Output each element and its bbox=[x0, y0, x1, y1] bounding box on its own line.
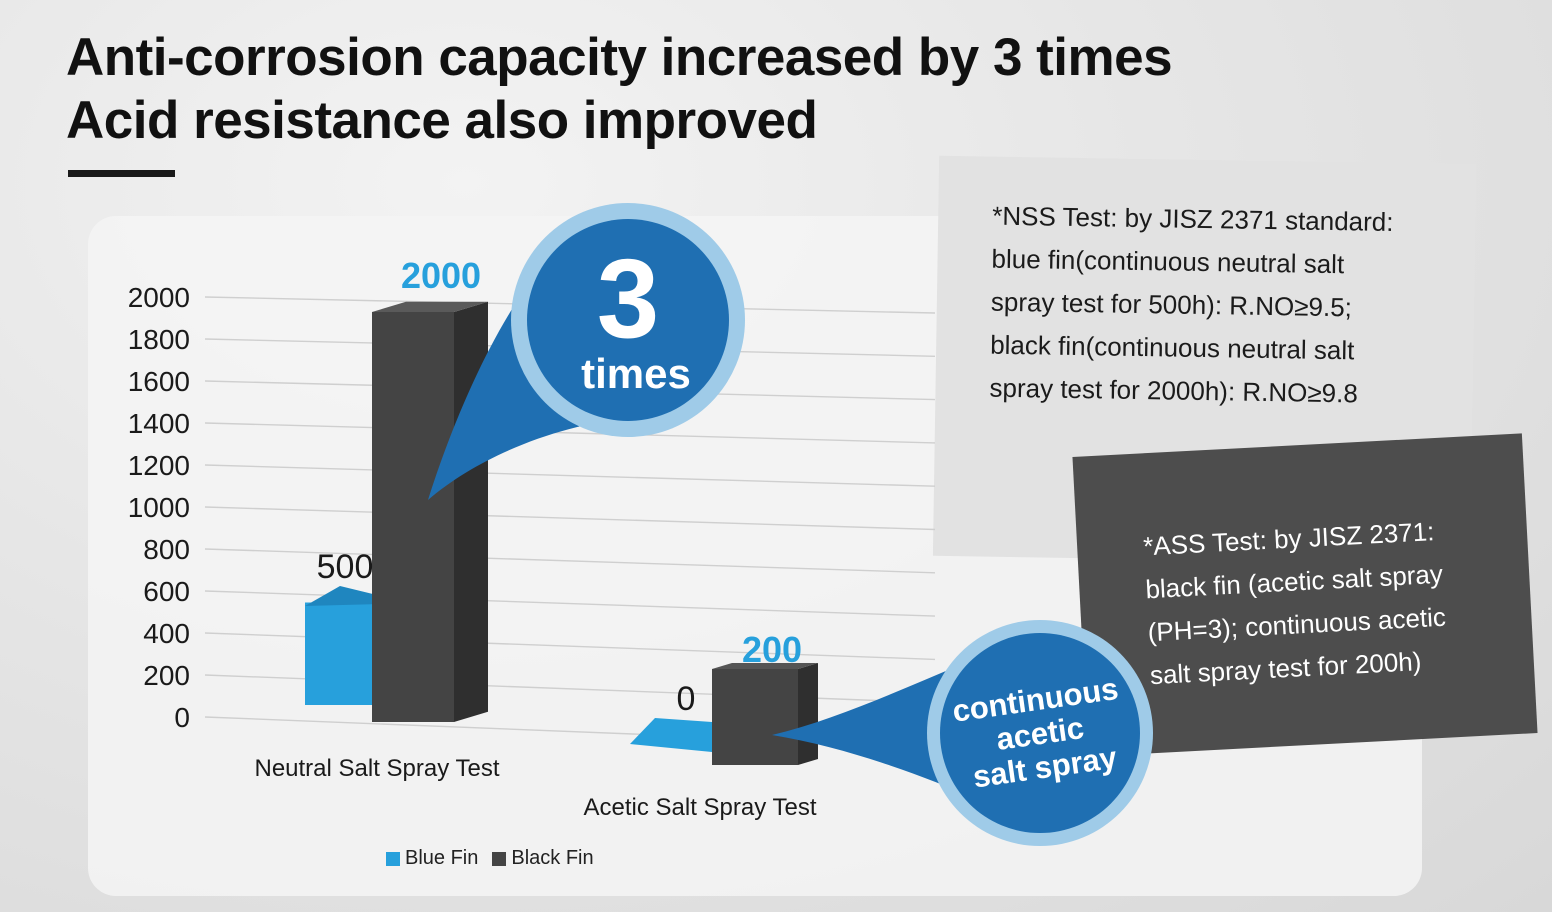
data-label-blue-neutral: 500 bbox=[317, 548, 374, 586]
bar-black-acetic-side bbox=[798, 663, 818, 765]
big-callout-number: 3 bbox=[597, 236, 659, 361]
y-tick-label: 800 bbox=[143, 534, 190, 565]
gridline bbox=[204, 464, 936, 487]
legend-label: Blue Fin bbox=[405, 847, 479, 869]
x-category-label: Neutral Salt Spray Test bbox=[254, 755, 499, 782]
gridline bbox=[204, 506, 936, 531]
gridline bbox=[204, 422, 936, 444]
y-axis: 0 200 400 600 800 1000 1200 1400 1600 1800 2000 bbox=[128, 282, 190, 733]
y-tick-label: 1200 bbox=[128, 450, 190, 481]
y-tick-label: 1400 bbox=[128, 408, 190, 439]
small-callout-disc bbox=[940, 633, 1140, 833]
y-tick-label: 1000 bbox=[128, 492, 190, 523]
chart-legend: Blue Fin Black Fin bbox=[386, 847, 594, 870]
bar-blue-neutral bbox=[305, 602, 381, 705]
small-callout-tail bbox=[772, 665, 980, 800]
legend-item-blue-fin: Blue Fin bbox=[386, 847, 478, 870]
chart-callouts: 3 times continuous acetic salt spray bbox=[428, 203, 1153, 846]
y-tick-label: 0 bbox=[174, 702, 190, 733]
gridline bbox=[204, 548, 936, 574]
data-label-black-acetic: 200 bbox=[742, 629, 802, 670]
y-tick-label: 200 bbox=[143, 660, 190, 691]
y-tick-label: 2000 bbox=[128, 282, 190, 313]
legend-item-black-fin: Black Fin bbox=[492, 847, 594, 870]
black-fin-swatch bbox=[492, 851, 507, 866]
big-callout-tail bbox=[428, 262, 628, 500]
bar-blue-neutral-front bbox=[305, 602, 381, 705]
bar-black-neutral-front bbox=[372, 312, 454, 722]
bar-black-neutral bbox=[372, 301, 488, 722]
big-callout-word: times bbox=[581, 350, 691, 397]
data-label-blue-acetic: 0 bbox=[677, 680, 696, 718]
bar-black-neutral-top bbox=[372, 301, 488, 312]
bar-blue-acetic bbox=[630, 718, 712, 752]
chart-bars: 500 2000 0 200 Neutral Salt Spray Test Acetic… bbox=[254, 255, 818, 821]
x-category-label: Acetic Salt Spray Test bbox=[584, 794, 817, 821]
title-line-1: Anti-corrosion capacity increased by 3 t… bbox=[66, 28, 1173, 87]
title-line-2: Acid resistance also improved bbox=[66, 91, 818, 150]
data-label-black-neutral: 2000 bbox=[401, 255, 481, 296]
y-tick-label: 1800 bbox=[128, 324, 190, 355]
blue-fin-swatch bbox=[386, 851, 400, 866]
bar-black-acetic bbox=[712, 663, 818, 765]
y-tick-label: 400 bbox=[143, 618, 190, 649]
y-tick-label: 1600 bbox=[128, 366, 190, 397]
title-underline bbox=[68, 170, 175, 177]
bar-blue-neutral-cap bbox=[305, 586, 381, 606]
y-tick-label: 600 bbox=[143, 576, 190, 607]
bar-black-acetic-front bbox=[712, 669, 798, 765]
big-callout-disc bbox=[527, 219, 729, 421]
page-title: Anti-corrosion capacity increased by 3 t… bbox=[66, 26, 1173, 152]
legend-label: Black Fin bbox=[511, 847, 594, 869]
bar-black-acetic-top bbox=[712, 663, 818, 669]
